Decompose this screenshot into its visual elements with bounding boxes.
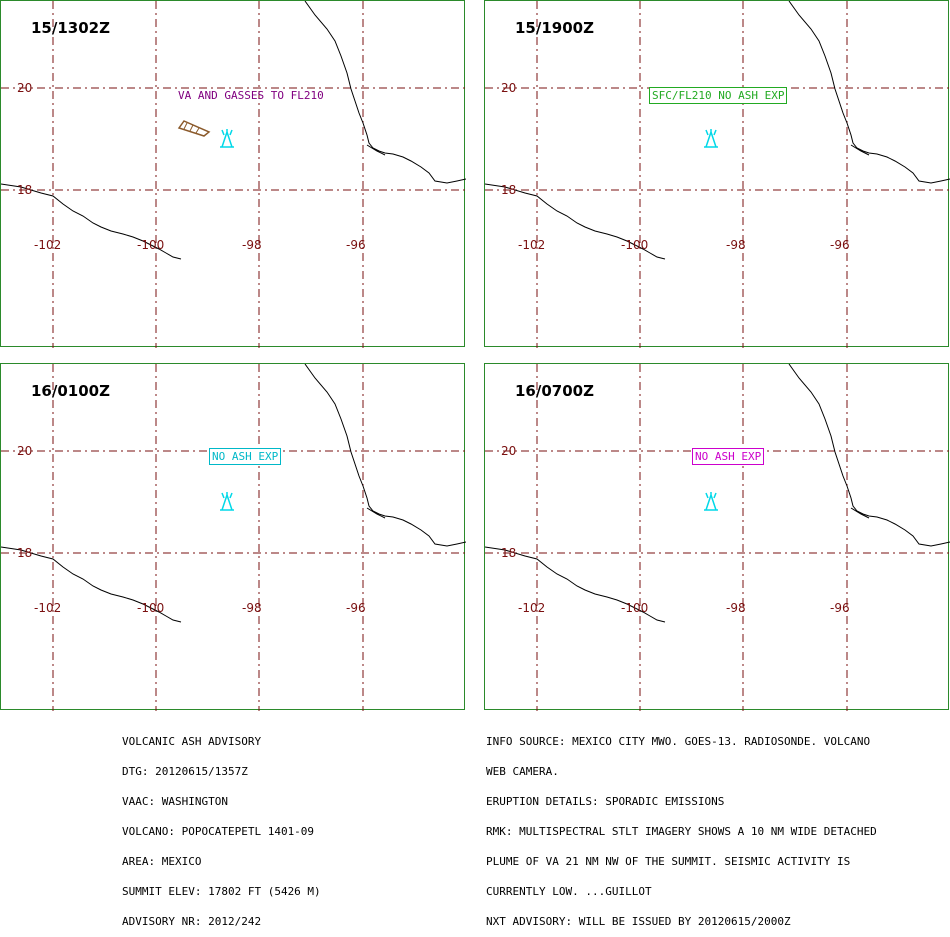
longitude-label: -100 xyxy=(137,238,165,252)
forecast-label: VA AND GASSES TO FL210 xyxy=(178,89,324,102)
map-panel-3: 16/0100Z NO ASH EXP 20 18 -102 -100 -98 -96 xyxy=(0,363,466,711)
advisory-line: NXT ADVISORY: WILL BE ISSUED BY 20120615… xyxy=(486,915,791,928)
latitude-label: 18 xyxy=(17,183,33,197)
advisory-line: DTG: 20120615/1357Z xyxy=(122,765,248,778)
advisory-header-text: VOLCANIC ASH ADVISORY DTG: 20120615/1357… xyxy=(122,717,321,937)
advisory-line: ERUPTION DETAILS: SPORADIC EMISSIONS xyxy=(486,795,725,808)
advisory-line: SUMMIT ELEV: 17802 FT (5426 M) xyxy=(122,885,321,898)
forecast-label: NO ASH EXP xyxy=(209,448,282,465)
lagoon-coastline xyxy=(366,507,386,519)
panel-time: 15/1900Z xyxy=(515,19,594,37)
map-canvas xyxy=(1,1,466,348)
map-panel-4: 16/0700Z NO ASH EXP 20 18 -102 -100 -98 -96 xyxy=(484,363,950,711)
longitude-label: -96 xyxy=(346,238,366,252)
longitude-label: -102 xyxy=(34,601,62,615)
latitude-label: 20 xyxy=(501,81,517,95)
ash-cloud-polygon xyxy=(177,120,211,137)
volcano-icon xyxy=(220,492,234,511)
longitude-label: -96 xyxy=(346,601,366,615)
gulf-coastline xyxy=(788,1,950,184)
panel-time: 16/0700Z xyxy=(515,382,594,400)
longitude-label: -100 xyxy=(621,238,649,252)
advisory-line: VAAC: WASHINGTON xyxy=(122,795,228,808)
advisory-line: ADVISORY NR: 2012/242 xyxy=(122,915,262,928)
map-canvas xyxy=(485,364,950,711)
advisory-details-text: INFO SOURCE: MEXICO CITY MWO. GOES-13. R… xyxy=(486,717,877,937)
pacific-coastline xyxy=(1,183,182,260)
longitude-label: -98 xyxy=(242,238,262,252)
lagoon-coastline xyxy=(850,507,870,519)
longitude-label: -98 xyxy=(726,601,746,615)
advisory-line: CURRENTLY LOW. ...GUILLOT xyxy=(486,885,652,898)
pacific-coastline xyxy=(485,183,666,260)
advisory-line: WEB CAMERA. xyxy=(486,765,559,778)
volcano-icon xyxy=(704,492,718,511)
ash-cloud-hatching xyxy=(183,122,200,134)
longitude-label: -100 xyxy=(621,601,649,615)
advisory-line: VOLCANIC ASH ADVISORY xyxy=(122,735,262,748)
latitude-label: 20 xyxy=(17,444,33,458)
map-canvas xyxy=(1,364,466,711)
lagoon-coastline xyxy=(366,144,386,156)
panel-time: 15/1302Z xyxy=(31,19,110,37)
longitude-label: -96 xyxy=(830,601,850,615)
advisory-line: PLUME OF VA 21 NM NW OF THE SUMMIT. SEIS… xyxy=(486,855,851,868)
gulf-coastline xyxy=(304,364,466,547)
map-canvas xyxy=(485,1,950,348)
gulf-coastline xyxy=(304,1,466,184)
advisory-line: INFO SOURCE: MEXICO CITY MWO. GOES-13. R… xyxy=(486,735,871,748)
latitude-label: 20 xyxy=(17,81,33,95)
advisory-line: VOLCANO: POPOCATEPETL 1401-09 xyxy=(122,825,315,838)
longitude-label: -100 xyxy=(137,601,165,615)
pacific-coastline xyxy=(485,546,666,623)
longitude-label: -102 xyxy=(518,601,546,615)
advisory-line: AREA: MEXICO xyxy=(122,855,202,868)
forecast-label: NO ASH EXP xyxy=(692,448,765,465)
latitude-label: 20 xyxy=(501,444,517,458)
volcano-icon xyxy=(704,129,718,148)
latitude-label: 18 xyxy=(17,546,33,560)
longitude-label: -102 xyxy=(34,238,62,252)
map-panel-2: 15/1900Z SFC/FL210 NO ASH EXP 20 18 -102 -1… xyxy=(484,0,950,348)
map-panel-1: 15/1302Z VA AND GASSES TO FL210 20 18 -102… xyxy=(0,0,466,348)
longitude-label: -102 xyxy=(518,238,546,252)
latitude-label: 18 xyxy=(501,183,517,197)
lagoon-coastline xyxy=(850,144,870,156)
volcano-icon xyxy=(220,129,234,148)
panel-time: 16/0100Z xyxy=(31,382,110,400)
gulf-coastline xyxy=(788,364,950,547)
longitude-label: -98 xyxy=(242,601,262,615)
latitude-label: 18 xyxy=(501,546,517,560)
forecast-label: SFC/FL210 NO ASH EXP xyxy=(649,87,788,104)
advisory-line: RMK: MULTISPECTRAL STLT IMAGERY SHOWS A … xyxy=(486,825,877,838)
longitude-label: -96 xyxy=(830,238,850,252)
pacific-coastline xyxy=(1,546,182,623)
longitude-label: -98 xyxy=(726,238,746,252)
